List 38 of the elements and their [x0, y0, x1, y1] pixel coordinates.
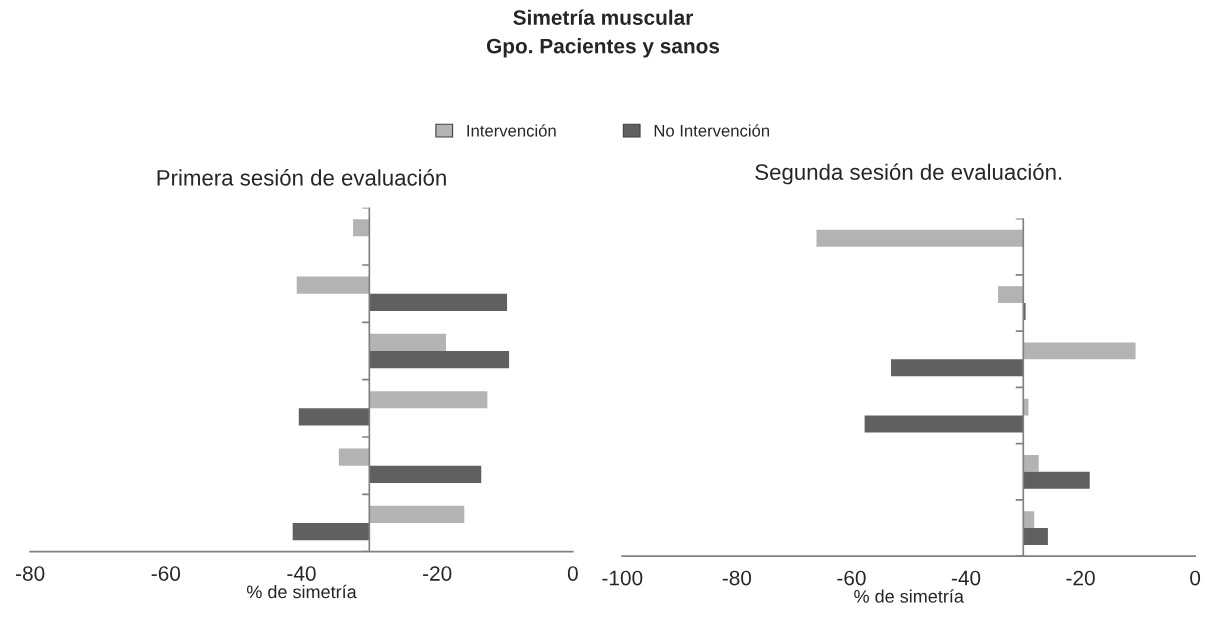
x-tick-label: -80 — [16, 566, 45, 581]
bar — [1023, 454, 1039, 472]
legend-label: No Intervención — [654, 124, 770, 137]
bar — [864, 415, 1024, 433]
x-axis-title: % de simetría — [854, 589, 964, 603]
bar — [369, 351, 510, 369]
bar — [1023, 511, 1035, 529]
x-tick-label: -20 — [423, 566, 452, 581]
legend-label: Intervención — [467, 124, 556, 137]
chart-title: Segunda sesión de evaluación. — [755, 163, 1062, 185]
bar — [369, 465, 482, 483]
bar — [369, 391, 488, 409]
x-tick-label: -100 — [602, 570, 643, 586]
bar — [369, 293, 508, 311]
bar — [816, 229, 1024, 247]
bar — [292, 523, 370, 541]
x-tick-label: -80 — [722, 570, 752, 586]
bar — [298, 408, 370, 426]
bar — [890, 359, 1024, 377]
bar — [1023, 342, 1136, 360]
bar — [369, 333, 446, 352]
bar — [1023, 528, 1048, 545]
bar — [369, 505, 465, 524]
x-tick-label: 0 — [1190, 570, 1201, 586]
bar — [1023, 471, 1090, 489]
bar — [296, 276, 370, 294]
x-tick-label: -60 — [151, 566, 181, 581]
chart-title: Simetría muscular Gpo. Pacientes y sanos — [486, 9, 720, 58]
x-tick-label: 0 — [567, 566, 578, 581]
chart-subtitle: Primera sesión de evaluación — [157, 169, 446, 186]
x-tick-label: -40 — [287, 566, 316, 581]
x-tick-label: -40 — [951, 570, 981, 586]
bar — [338, 448, 370, 466]
bar — [998, 286, 1024, 304]
x-tick-label: -20 — [1066, 570, 1095, 586]
x-tick-label: -60 — [837, 570, 866, 586]
x-axis-title: % de simetría — [246, 584, 357, 599]
bar — [353, 219, 370, 237]
